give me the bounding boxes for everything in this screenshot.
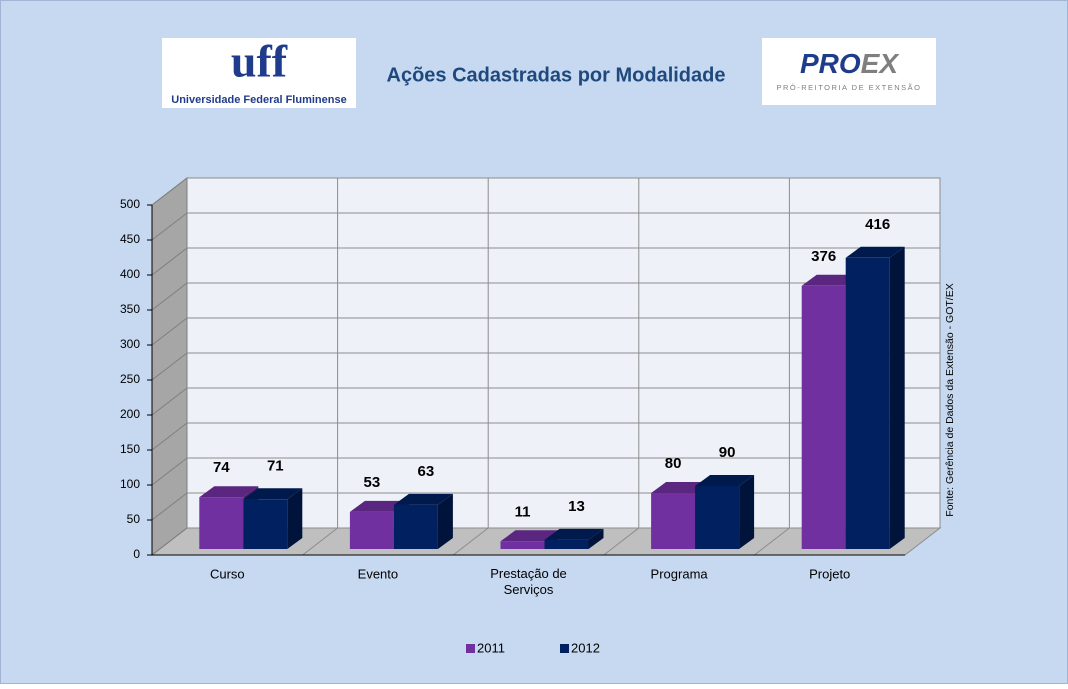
value-label: 13 (568, 498, 585, 515)
y-tick-label: 350 (120, 302, 140, 316)
grid-line-side (151, 457, 188, 486)
grid-line-side (151, 527, 188, 556)
y-tick-label: 200 (120, 407, 140, 421)
floor-divider (302, 527, 338, 556)
bar-side (889, 246, 905, 550)
floor-divider (754, 527, 790, 556)
y-tick-label: 250 (120, 372, 140, 386)
value-label: 53 (364, 474, 381, 491)
bar-top (500, 530, 560, 542)
bar-top (243, 488, 303, 500)
grid-line-side (151, 387, 188, 416)
x-tick-label-line: Prestação de (490, 566, 567, 581)
bar-side (588, 528, 604, 549)
bar (544, 539, 589, 549)
uff-logo-box (162, 38, 356, 108)
value-label: 63 (418, 463, 435, 480)
value-label: 376 (811, 248, 836, 265)
uff-logo-mark: uff (231, 36, 288, 87)
bar-side (287, 488, 303, 549)
bar (393, 504, 438, 549)
grid-line-side (151, 317, 188, 346)
bar (801, 285, 846, 549)
proex-ex: EX (861, 48, 901, 79)
y-tick-label: 100 (120, 477, 140, 491)
bar-top (544, 528, 604, 540)
bar-top (199, 486, 259, 498)
bar-side (437, 493, 453, 549)
proex-logo: PROEX (800, 48, 900, 79)
bar (349, 511, 394, 549)
value-label: 11 (515, 503, 531, 520)
proex-logo-box (762, 38, 936, 105)
proex-pro: PRO (800, 48, 861, 79)
y-tick-label: 500 (120, 197, 140, 211)
x-tick-label: Projeto (809, 566, 850, 581)
y-tick-label: 300 (120, 337, 140, 351)
bar-side (739, 475, 755, 549)
x-tick-label: Programa (651, 566, 709, 581)
bar-top (393, 493, 453, 505)
bar (199, 497, 244, 549)
grid-line-side (151, 492, 188, 521)
legend-swatch (560, 644, 569, 653)
grid-line-side (151, 212, 188, 241)
x-tick-label-line: Serviços (504, 582, 554, 597)
proex-subtitle: PRÓ-REITORIA DE EXTENSÃO (776, 83, 921, 92)
value-label: 71 (267, 457, 284, 474)
bar (695, 486, 740, 549)
x-tick-label: Prestação de Serviços (490, 566, 567, 597)
y-tick-label: 0 (133, 547, 140, 561)
uff-logo-name: Universidade Federal Fluminense (171, 94, 346, 106)
bar (500, 541, 545, 549)
value-label: 90 (719, 444, 736, 461)
y-tick-label: 450 (120, 232, 140, 246)
bar (651, 493, 696, 549)
grid-line-side (151, 247, 188, 276)
grid-line-side (151, 422, 188, 451)
x-tick-label: Evento (358, 566, 398, 581)
value-label: 80 (665, 455, 682, 472)
chart-title: Ações Cadastradas por Modalidade (387, 64, 726, 86)
value-label: 416 (865, 216, 890, 233)
floor-divider (603, 527, 640, 556)
y-tick-label: 150 (120, 442, 140, 456)
grid-line-side (151, 282, 188, 311)
bar-top (695, 475, 755, 486)
legend-label: 2012 (571, 640, 600, 655)
grid-line-side (151, 352, 188, 381)
legend-label: 2011 (477, 640, 505, 655)
legend-swatch (466, 644, 475, 653)
x-tick-label: Curso (210, 566, 245, 581)
y-tick-label: 400 (120, 267, 140, 281)
bar-top (845, 246, 905, 258)
floor-divider (452, 527, 489, 556)
y-tick-label: 50 (127, 512, 141, 526)
bar (243, 499, 288, 549)
source-note: Fonte: Gerência de Dados da Extensão - G… (944, 283, 956, 516)
bar (845, 257, 890, 549)
grid-line-side (151, 177, 188, 206)
value-label: 74 (213, 459, 230, 476)
